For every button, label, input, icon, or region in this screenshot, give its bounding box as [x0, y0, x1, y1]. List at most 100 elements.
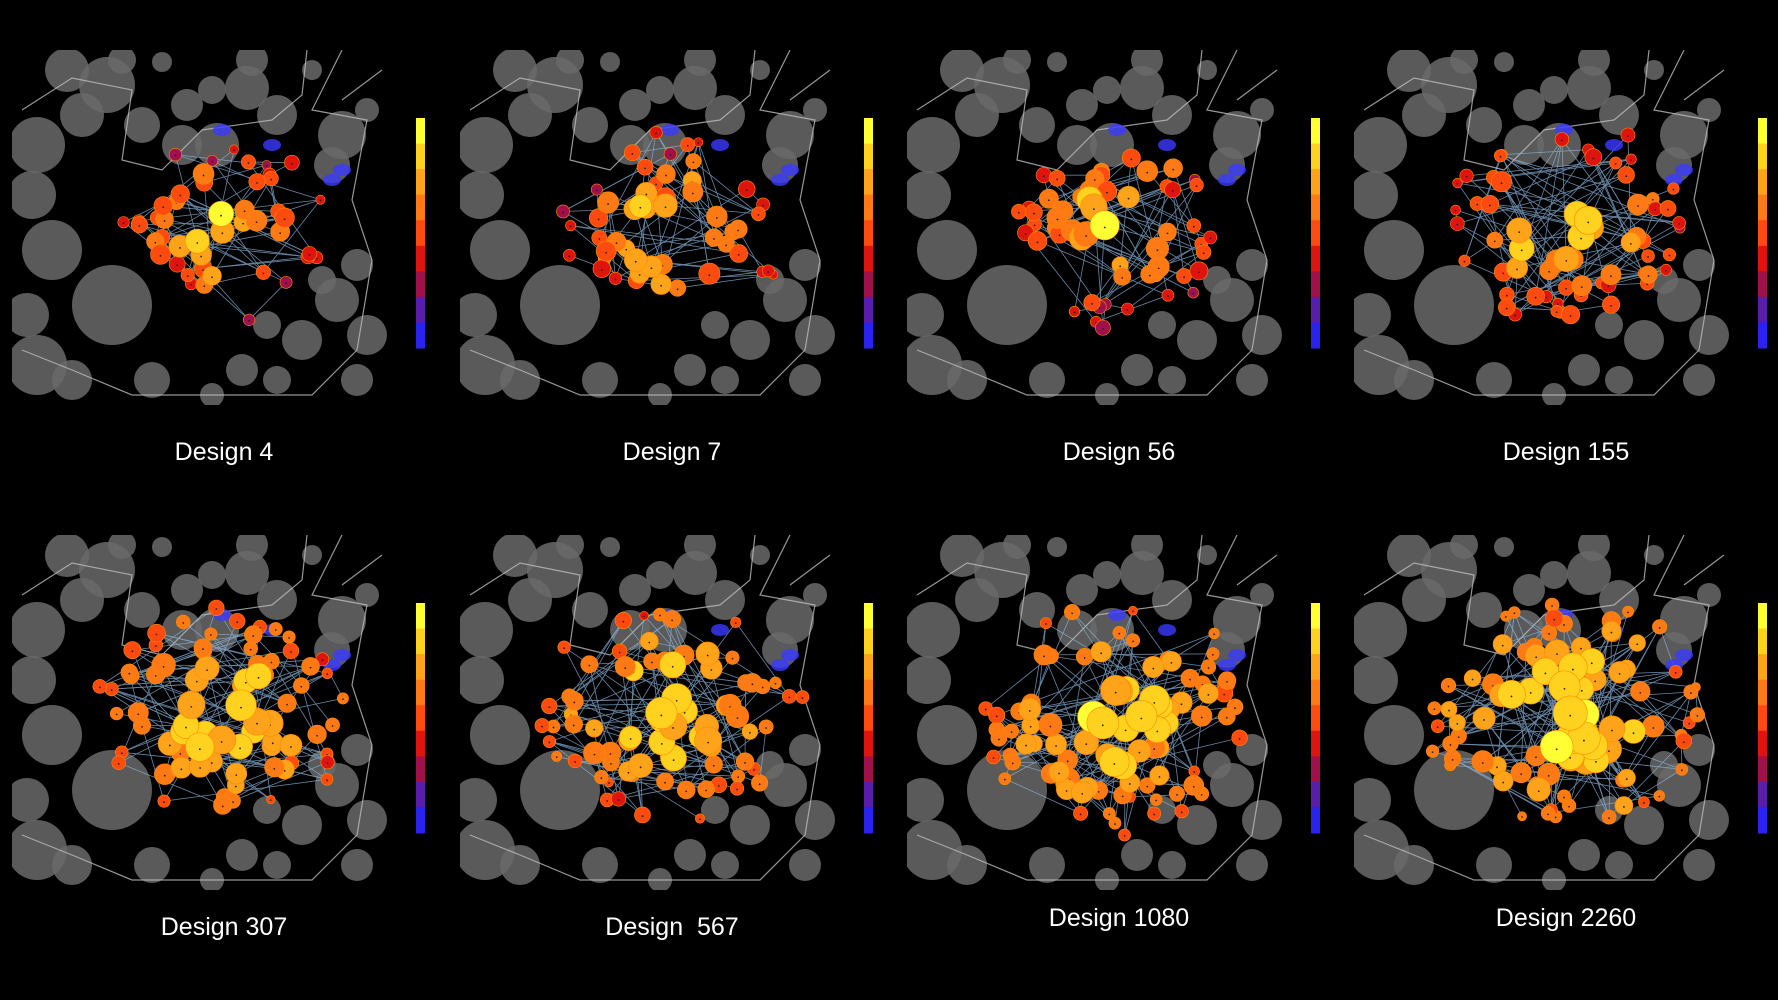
node-center — [1535, 756, 1537, 759]
colorbar-segment — [864, 143, 873, 170]
design-node — [127, 702, 149, 724]
colorbar-segment — [1758, 245, 1767, 272]
node-center — [1172, 168, 1175, 171]
node-center — [1118, 632, 1121, 635]
colorbar — [1758, 603, 1767, 834]
node-center — [1045, 623, 1047, 625]
node-center — [706, 654, 709, 657]
node-center — [638, 274, 641, 276]
obstacle-sphere — [673, 66, 717, 110]
node-center — [244, 681, 247, 684]
node-center — [1493, 240, 1496, 243]
node-center — [98, 686, 101, 689]
node-center — [737, 776, 740, 779]
colorbar-segment — [864, 169, 873, 196]
obstacle-sphere — [701, 311, 729, 339]
node-center — [1610, 305, 1612, 307]
obstacle-sphere — [940, 50, 984, 92]
design-node — [1015, 733, 1037, 755]
node-center — [548, 706, 551, 709]
node-center — [154, 674, 157, 677]
obstacle-sphere — [1236, 849, 1268, 881]
design-caption: Design 567 — [605, 913, 739, 941]
obstacle-sphere — [907, 171, 951, 219]
design-node — [1617, 166, 1635, 184]
design-node — [742, 673, 763, 693]
colorbar — [1311, 118, 1320, 349]
node-center — [1465, 175, 1468, 178]
obstacle-sphere — [955, 578, 999, 622]
network-link — [632, 144, 688, 154]
node-center — [736, 717, 739, 719]
obstacle-sphere — [803, 583, 827, 607]
colorbar-segment — [1758, 628, 1767, 655]
node-center — [1548, 270, 1551, 273]
obstacle-sphere — [1250, 583, 1274, 607]
node-center — [1049, 725, 1052, 728]
network-link — [1004, 778, 1081, 814]
node-center — [1047, 199, 1050, 202]
design-node — [656, 772, 674, 791]
node-center — [705, 789, 708, 792]
design-node — [1472, 706, 1496, 730]
node-center — [1481, 762, 1484, 764]
network-link — [589, 663, 731, 706]
design-node — [1180, 668, 1200, 688]
obstacle-sphere — [1689, 800, 1729, 840]
node-center — [692, 161, 695, 164]
node-center — [117, 762, 120, 765]
design-panel — [1354, 535, 1778, 890]
node-center — [1156, 249, 1159, 252]
design-node — [676, 780, 696, 800]
node-center — [1553, 618, 1556, 621]
obstacle-sphere — [967, 750, 1047, 830]
node-center — [643, 615, 646, 618]
network-link — [300, 685, 333, 726]
node-center — [751, 683, 754, 686]
obstacle-sphere — [1542, 868, 1566, 890]
design-node — [653, 193, 678, 218]
obstacle-sphere — [1019, 107, 1055, 143]
node-center — [737, 229, 740, 232]
node-center — [1637, 205, 1639, 207]
network-link — [111, 680, 246, 690]
network-link — [1457, 182, 1680, 224]
node-center — [712, 764, 715, 767]
node-center — [1587, 221, 1590, 224]
colorbar-segment — [1311, 169, 1320, 196]
design-node — [92, 679, 108, 694]
obstacle-sphere — [1093, 76, 1121, 104]
node-center — [736, 788, 738, 791]
node-center — [1436, 726, 1439, 729]
node-center — [178, 246, 181, 249]
obstacle-sphere — [1450, 50, 1478, 74]
node-center — [1121, 276, 1124, 279]
colorbar-segment — [1311, 220, 1320, 247]
node-center — [198, 748, 201, 751]
node-center — [660, 284, 663, 287]
node-center — [568, 255, 571, 258]
obstacle-sphere — [684, 50, 716, 76]
node-center — [1456, 223, 1459, 226]
design-node — [111, 755, 126, 771]
obstacle-sphere — [907, 602, 960, 658]
obstacle-sphere — [72, 750, 152, 830]
node-center — [1483, 719, 1486, 721]
node-center — [671, 665, 674, 668]
design-node — [1553, 246, 1580, 272]
obstacle-sphere — [1236, 249, 1268, 281]
obstacle-sphere — [1066, 574, 1098, 606]
node-group — [978, 604, 1248, 842]
network-link — [1493, 158, 1632, 179]
obstacle-sphere — [1697, 98, 1721, 122]
node-center — [176, 264, 179, 267]
obstacle-sphere — [508, 93, 552, 137]
node-center — [270, 661, 273, 664]
design-node — [682, 181, 704, 203]
design-node — [685, 153, 702, 170]
obstacle-sphere — [684, 535, 716, 561]
node-center — [995, 715, 998, 718]
design-node — [123, 641, 142, 660]
node-center — [196, 242, 199, 244]
node-center — [1563, 796, 1565, 799]
